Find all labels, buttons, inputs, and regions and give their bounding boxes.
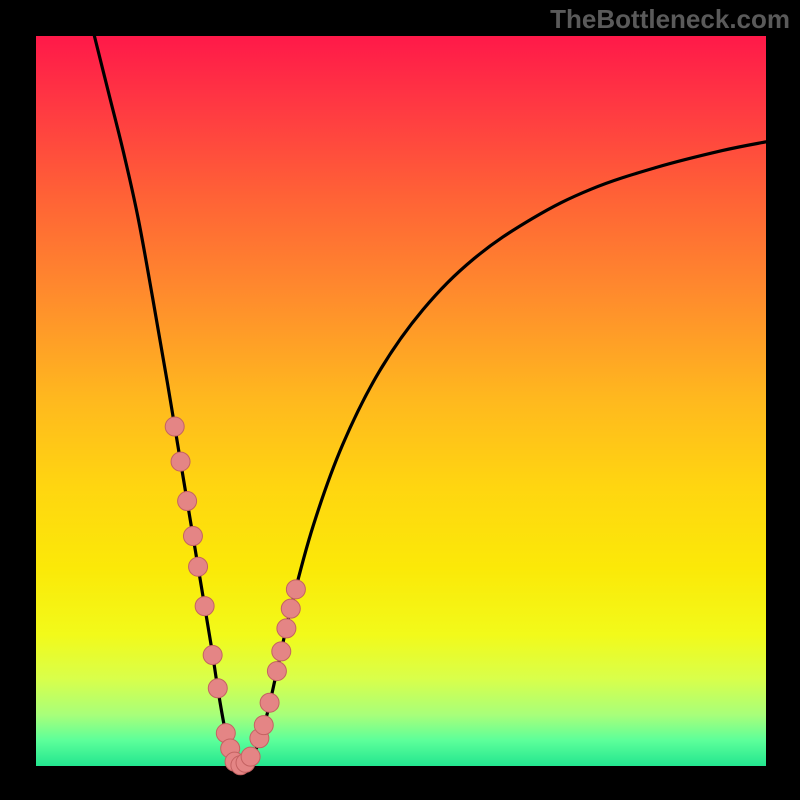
curve-markers [165, 417, 305, 775]
curve-marker [267, 662, 286, 681]
bottleneck-curve [36, 36, 766, 766]
curve-marker [272, 642, 291, 661]
curve-marker [171, 452, 190, 471]
curve-marker [178, 492, 197, 511]
curve-marker [277, 619, 296, 638]
curve-marker [203, 646, 222, 665]
curve-marker [241, 747, 260, 766]
curve-marker [286, 580, 305, 599]
curve-marker [195, 597, 214, 616]
curve-path [94, 36, 766, 767]
curve-marker [189, 557, 208, 576]
curve-marker [183, 527, 202, 546]
plot-area [36, 36, 766, 766]
curve-marker [281, 599, 300, 618]
watermark-text: TheBottleneck.com [550, 4, 790, 35]
curve-marker [254, 716, 273, 735]
curve-marker [260, 693, 279, 712]
curve-marker [208, 679, 227, 698]
curve-marker [165, 417, 184, 436]
